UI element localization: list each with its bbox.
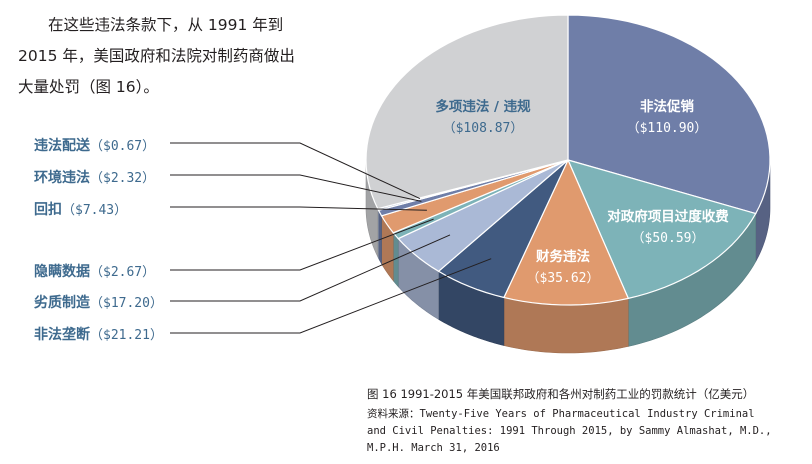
slice-label-name: 非法促销 xyxy=(639,99,694,115)
callout-label: 劣质制造 xyxy=(34,295,90,311)
callout-value: （$17.20） xyxy=(90,296,163,311)
leader-line-非法垄断 xyxy=(170,258,492,334)
intro-paragraph: 在这些违法条款下，从 1991 年到 2015 年，美国政府和法院对制药商做出 … xyxy=(18,10,318,103)
caption-title: 图 16 1991-2015 年美国联邦政府和各州对制药工业的罚款统计（亿美元） xyxy=(367,387,755,401)
leader-line-隐瞒数据 xyxy=(170,218,434,271)
callout-concealed-data: 隐瞒数据（$2.67） xyxy=(34,261,155,281)
slice-label-name: 多项违法 / 违规 xyxy=(435,99,531,115)
slice-label-name: 对政府项目过度收费 xyxy=(607,209,729,225)
callout-value: （$0.67） xyxy=(90,139,156,154)
callout-label: 回扣 xyxy=(34,202,62,218)
intro-line: 大量处罚（图 16）。 xyxy=(18,78,159,96)
callout-environment: 环境违法（$2.32） xyxy=(34,167,155,187)
callout-value: （$2.67） xyxy=(90,265,156,280)
slice-label-overcharging: 对政府项目过度收费 （$50.59） xyxy=(607,207,729,249)
callout-label: 隐瞒数据 xyxy=(34,264,90,280)
slice-label-value: （$50.59） xyxy=(631,231,705,246)
slice-label-multiple-violations: 多项违法 / 违规 （$108.87） xyxy=(435,97,530,139)
pie-slice-财务违法 xyxy=(503,158,630,306)
caption-source: and Civil Penalties: 1991 Through 2015, … xyxy=(367,425,772,437)
intro-line: 2015 年，美国政府和法院对制药商做出 xyxy=(18,47,295,65)
figure-caption: 图 16 1991-2015 年美国联邦政府和各州对制药工业的罚款统计（亿美元）… xyxy=(367,386,807,457)
caption-source: 资料来源：Twenty-Five Years of Pharmaceutical… xyxy=(367,408,755,420)
leader-line-违法配送 xyxy=(170,142,421,200)
callout-value: （$2.32） xyxy=(90,171,156,186)
slice-label-name: 财务违法 xyxy=(536,249,590,265)
callout-value: （$21.21） xyxy=(90,328,163,343)
callout-kickback: 回扣（$7.43） xyxy=(34,199,127,219)
slice-label-illegal-promotion: 非法促销 （$110.90） xyxy=(627,97,708,139)
callout-monopoly: 非法垄断（$21.21） xyxy=(34,324,163,344)
callout-value: （$7.43） xyxy=(62,203,128,218)
slice-label-financial: 财务违法 （$35.62） xyxy=(527,247,600,289)
callout-label: 违法配送 xyxy=(34,138,90,154)
pie-slice-非法促销 xyxy=(567,14,771,215)
pie-side-财务违法 xyxy=(503,297,629,354)
callout-label: 环境违法 xyxy=(34,170,90,186)
pie-slice-非法垄断 xyxy=(437,159,569,299)
slice-label-value: （$110.90） xyxy=(626,121,708,136)
callout-illegal-distribution: 违法配送（$0.67） xyxy=(34,135,155,155)
leader-line-劣质制造 xyxy=(170,234,451,302)
slice-label-value: （$108.87） xyxy=(442,121,524,136)
caption-source: M.P.H. March 31, 2016 xyxy=(367,442,500,454)
pie-slice-劣质制造 xyxy=(397,159,569,273)
callout-poor-manufacturing: 劣质制造（$17.20） xyxy=(34,292,163,312)
pie-chart xyxy=(170,14,771,354)
callout-label: 非法垄断 xyxy=(34,327,90,343)
leader-line-环境违法 xyxy=(170,174,422,202)
pie-slice-对政府项目过度收费 xyxy=(566,159,757,300)
slice-label-value: （$35.62） xyxy=(526,271,600,286)
intro-line: 在这些违法条款下，从 1991 年到 xyxy=(48,16,284,34)
leader-line-回扣 xyxy=(170,206,427,211)
pie-slice-多项违法 / 违规 xyxy=(365,14,569,210)
pie-side-环境违法 xyxy=(378,210,382,265)
